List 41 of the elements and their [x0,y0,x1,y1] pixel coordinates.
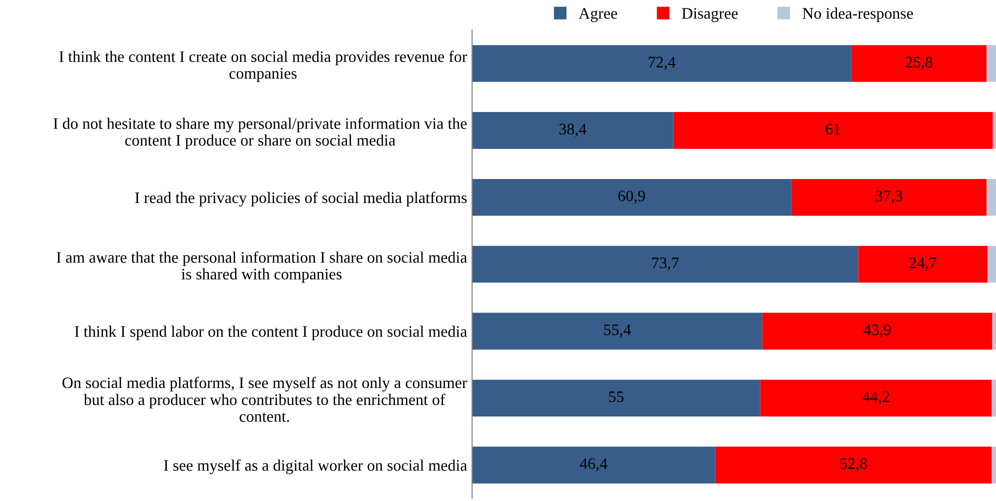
data-label: 55,4 [604,324,631,338]
legend-label: Agree [578,8,618,22]
bar [472,246,858,283]
data-label: 52,8 [840,458,867,472]
data-label: 43,9 [864,324,891,338]
bar [762,312,992,350]
y-tick-label: I see myself as a digital worker on social media [164,459,468,474]
bar [858,246,988,283]
data-label: 25,8 [906,56,932,70]
legend-label: Disagree [682,8,738,22]
data-label: 38,4 [559,124,586,137]
legend-label: No idea-response [802,8,913,22]
bar [715,446,992,484]
bar [673,112,993,149]
bar [472,178,792,216]
data-label: 37,3 [876,190,902,204]
y-tick-label: I think I spend labor on the content I produce on social media [74,326,468,340]
bar [472,112,674,149]
data-label: 72,4 [648,56,676,70]
bar [472,45,852,82]
bar [988,246,996,283]
bar [791,178,987,216]
data-label: 55 [609,392,624,402]
data-label: 60,9 [618,190,645,204]
data-label: 24,7 [910,258,936,271]
data-label: 46,4 [580,458,608,472]
y-tick-label: I am aware that the personal information I share on social media is shared with companies [56,251,468,283]
bar [472,312,762,350]
y-tick-label: I read the privacy policies of social media platforms [135,192,467,206]
y-tick-label: I think the content I create on social media provides revenue for companies [59,50,468,82]
bar [472,380,760,417]
bar [760,380,992,417]
data-label: 61 [826,124,840,134]
bar [986,45,996,82]
data-label: 73,7 [652,258,679,271]
bar [986,178,996,216]
y-tick-label: On social media platforms, I see myself as not only a consumer but also a producer who contributes to the enrichment of content. [62,376,468,422]
y-tick-label: I do not hesitate to share my personal/private information via the content I produce or share on social media [54,118,467,149]
bar [472,446,716,484]
data-label: 44,2 [862,391,890,404]
bar [851,45,987,82]
